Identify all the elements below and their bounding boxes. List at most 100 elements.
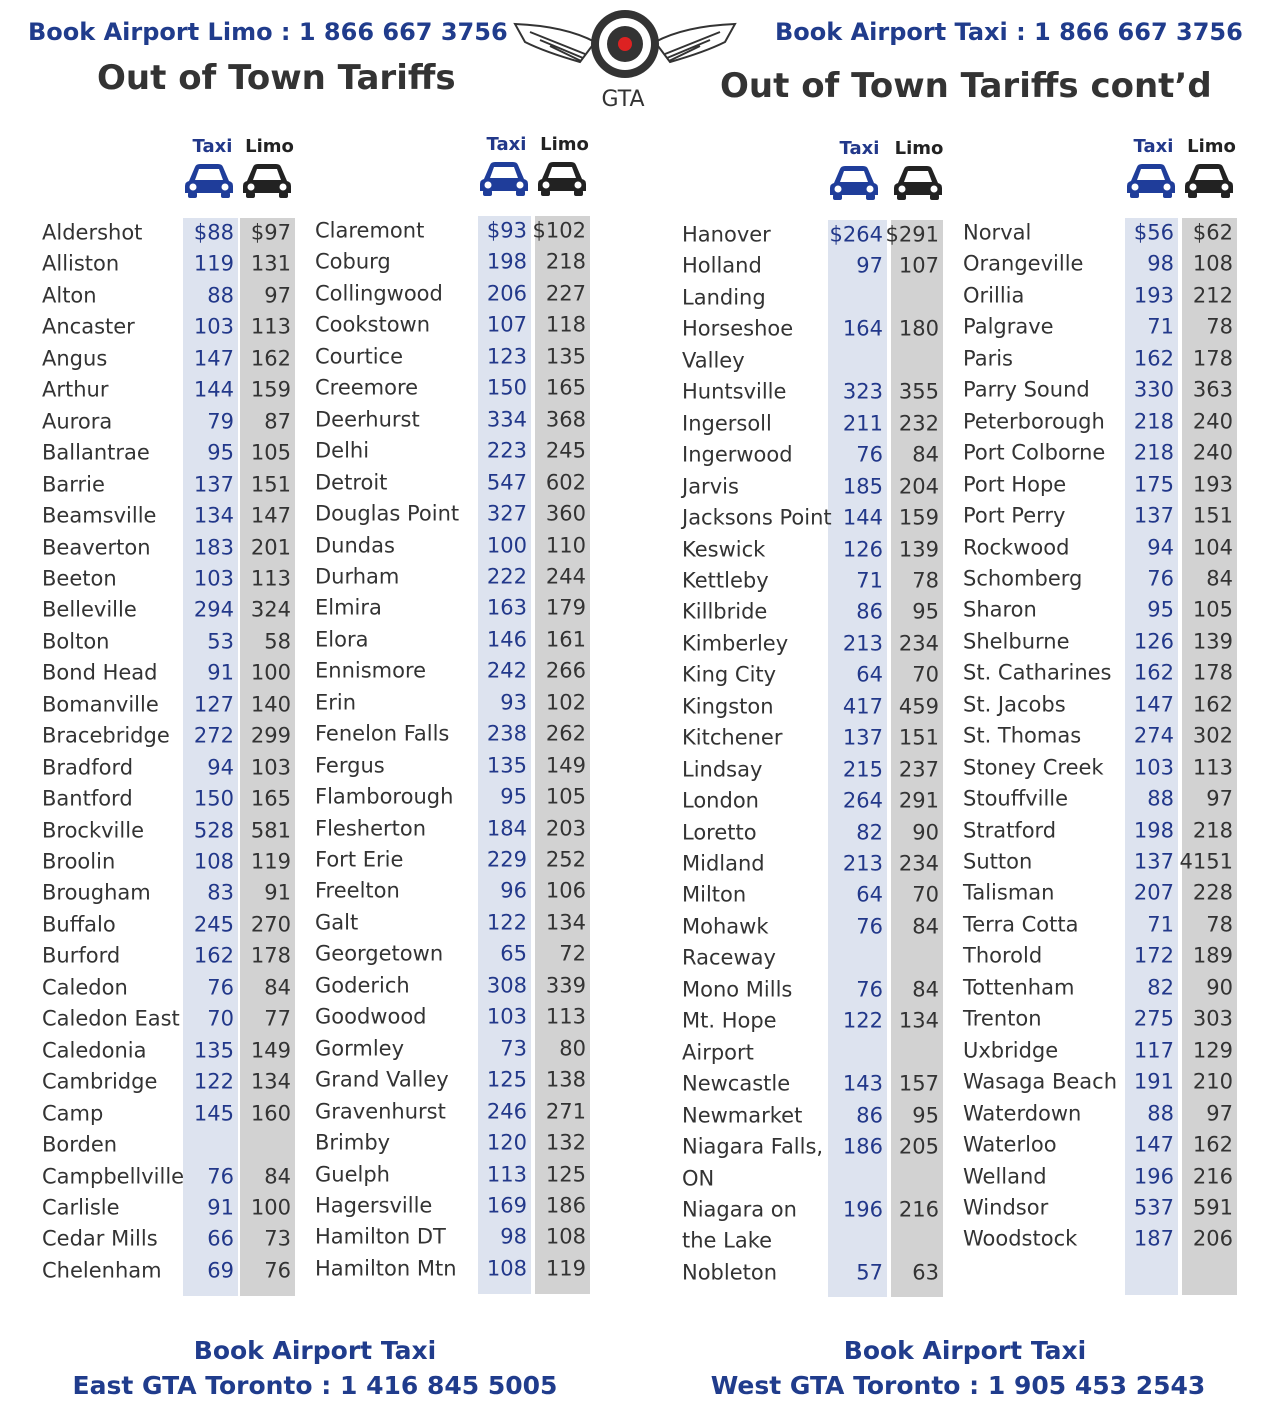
taxi-strip (478, 216, 531, 1294)
taxi-fare: 76 (856, 977, 883, 1002)
limo-fare: 602 (545, 470, 586, 495)
place-name: Mono Mills (682, 977, 793, 1002)
logo: GTA (513, 10, 737, 112)
taxi-fare: 94 (1147, 535, 1174, 559)
taxi-fare: 76 (856, 442, 883, 467)
limo-fare: 591 (1192, 1195, 1233, 1220)
taxi-fare: 547 (486, 470, 527, 495)
place-name: Caledonia (42, 1038, 147, 1063)
limo-fare: 205 (898, 1134, 939, 1159)
taxi-fare: 207 (1133, 880, 1174, 905)
limo-fare: 70 (912, 882, 939, 907)
limo-icon (243, 164, 291, 198)
limo-fare: 138 (545, 1067, 586, 1092)
limo-fare: 77 (264, 1006, 291, 1031)
place-name: Camp (42, 1101, 104, 1126)
taxi-fare: 76 (1147, 566, 1174, 591)
taxi-fare: 97 (856, 253, 883, 278)
taxi-header: Taxi (192, 136, 233, 157)
limo-fare: 139 (1192, 629, 1233, 654)
limo-header: Limo (1187, 136, 1236, 157)
limo-fare: 151 (898, 725, 939, 750)
taxi-fare: 76 (207, 1164, 234, 1188)
limo-fare: 302 (1192, 723, 1233, 748)
limo-fare: 105 (250, 440, 291, 465)
place-name: Gravenhurst (315, 1099, 446, 1124)
taxi-fare: 215 (842, 757, 883, 782)
place-name: Ingerwood (682, 442, 793, 467)
taxi-icon (185, 164, 233, 198)
limo-fare: 119 (545, 1256, 586, 1281)
limo-icon (894, 166, 942, 200)
taxi-fare: 95 (500, 784, 527, 809)
limo-fare: 118 (545, 312, 586, 337)
place-name: Stratford (963, 818, 1057, 843)
limo-fare: 90 (912, 820, 939, 845)
limo-fare: 149 (545, 753, 586, 778)
taxi-fare: 245 (193, 912, 234, 937)
taxi-fare: 93 (500, 690, 527, 715)
taxi-fare: 66 (207, 1226, 234, 1251)
taxi-fare: 143 (842, 1071, 883, 1096)
place-name: Gormley (315, 1036, 405, 1061)
taxi-fare: 108 (486, 1256, 527, 1281)
place-name: Terra Cotta (963, 912, 1079, 937)
limo-fare: 159 (250, 377, 291, 402)
limo-fare: 105 (1192, 597, 1233, 622)
place-name: ON (682, 1166, 715, 1190)
taxi-fare: 144 (842, 505, 883, 530)
taxi-header: Taxi (839, 138, 880, 159)
place-name: the Lake (682, 1228, 773, 1253)
taxi-fare: $56 (1133, 220, 1174, 245)
place-name: Stouffville (963, 786, 1069, 811)
place-name: Bomanville (42, 692, 159, 717)
taxi-fare: 86 (856, 599, 883, 624)
limo-strip (891, 220, 943, 1297)
limo-fare: 110 (545, 533, 586, 557)
taxi-fare: 135 (193, 1038, 234, 1063)
limo-fare: 147 (250, 503, 291, 528)
place-name: Elmira (315, 595, 382, 620)
taxi-fare: 246 (486, 1099, 527, 1124)
taxi-fare: 135 (486, 753, 527, 778)
taxi-fare: 272 (193, 723, 234, 748)
place-name: Niagara on (682, 1197, 797, 1222)
place-name: Flesherton (315, 816, 427, 841)
limo-fare: 162 (1192, 692, 1233, 717)
place-name: Jarvis (682, 474, 739, 499)
limo-fare: $291 (885, 222, 939, 247)
taxi-icon (480, 162, 528, 196)
limo-fare: 216 (1192, 1164, 1233, 1188)
limo-fare: 240 (1192, 440, 1233, 465)
place-name: Raceway (682, 945, 776, 970)
limo-fare: 97 (1206, 786, 1233, 811)
place-name: Collingwood (315, 281, 443, 306)
place-name: Erin (315, 690, 357, 715)
limo-fare: 84 (264, 975, 291, 1000)
taxi-fare: 144 (193, 377, 234, 402)
place-name: Alliston (42, 251, 120, 276)
left-phone: Book Airport Limo : 1 866 667 3756 (28, 18, 508, 46)
place-name: Airport (682, 1040, 754, 1065)
taxi-fare: 71 (1147, 912, 1174, 937)
place-name: Goodwood (315, 1004, 427, 1029)
taxi-fare: 137 (1133, 849, 1174, 874)
place-name: Newmarket (682, 1103, 803, 1128)
place-name: Coburg (315, 249, 391, 274)
taxi-fare: 103 (193, 566, 234, 591)
taxi-fare: 96 (500, 878, 527, 903)
place-name: Flamborough (315, 784, 454, 809)
limo-fare: 201 (250, 535, 291, 559)
place-name: Orillia (963, 283, 1025, 308)
limo-fare: $97 (250, 220, 291, 245)
limo-fare: 368 (545, 407, 586, 432)
place-name: Borden (42, 1132, 118, 1157)
place-name: Valley (682, 348, 745, 373)
limo-fare: 97 (264, 283, 291, 308)
place-name: Durham (315, 564, 400, 589)
place-name: Galt (315, 910, 359, 935)
limo-fare: 252 (545, 847, 586, 872)
place-name: Welland (963, 1164, 1047, 1188)
place-name: St. Jacobs (963, 692, 1066, 717)
place-name: Hagersville (315, 1193, 433, 1218)
